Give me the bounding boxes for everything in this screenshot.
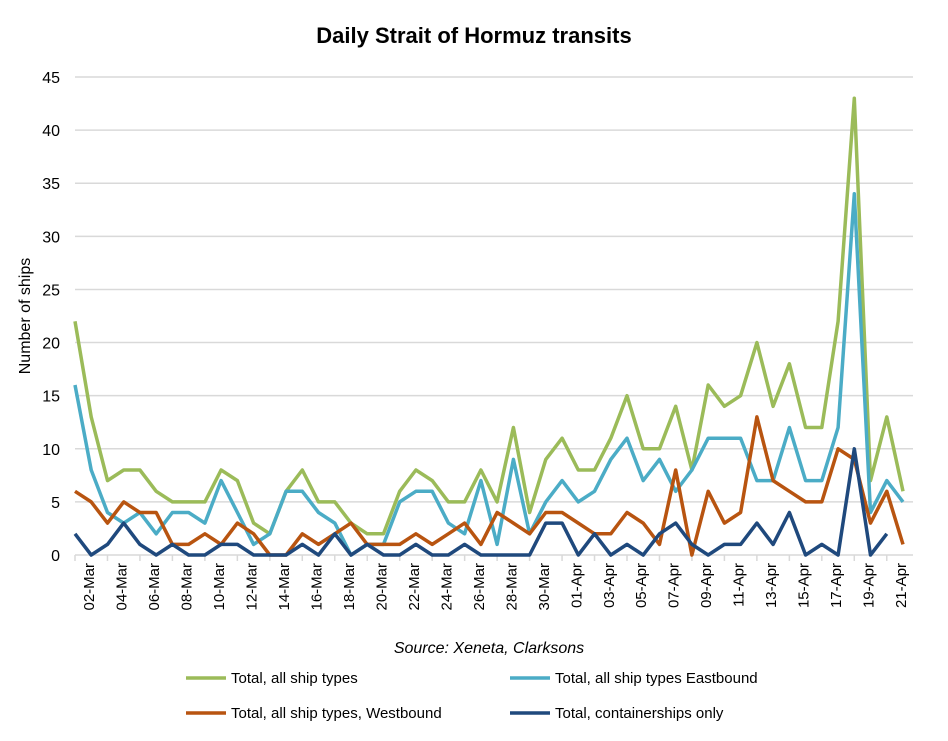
legend-label: Total, all ship types Eastbound <box>555 670 758 687</box>
legend-label: Total, all ship types <box>231 670 358 687</box>
y-axis-label: Number of ships <box>17 258 34 375</box>
series-line-1 <box>73 192 905 557</box>
y-tick-label: 40 <box>42 123 60 140</box>
source-note: Source: Xeneta, Clarksons <box>394 640 584 657</box>
x-tick-label: 09-Apr <box>698 563 715 608</box>
x-tick-label: 04-Mar <box>114 563 131 611</box>
y-tick-label: 35 <box>42 176 60 193</box>
x-tick-label: 05-Apr <box>633 563 650 608</box>
x-tick-label: 17-Apr <box>828 563 845 608</box>
y-tick-label: 15 <box>42 389 60 406</box>
chart-title: Daily Strait of Hormuz transits <box>316 23 631 48</box>
x-tick-label: 22-Mar <box>406 563 423 611</box>
y-tick-label: 25 <box>42 282 60 299</box>
x-tick-label: 21-Apr <box>893 563 910 608</box>
x-tick-label: 30-Mar <box>536 563 553 611</box>
x-tick-label: 20-Mar <box>373 563 390 611</box>
x-tick-label: 01-Apr <box>568 563 585 608</box>
y-tick-label: 45 <box>42 70 60 87</box>
legend-item-1: Total, all ship types Eastbound <box>510 670 758 687</box>
y-tick-label: 0 <box>51 548 60 565</box>
y-tick-label: 20 <box>42 336 60 353</box>
legend-label: Total, containerships only <box>555 705 724 722</box>
legend-item-0: Total, all ship types <box>186 670 358 687</box>
x-tick-label: 14-Mar <box>276 563 293 611</box>
x-tick-label: 10-Mar <box>211 563 228 611</box>
y-tick-label: 5 <box>51 495 60 512</box>
x-tick-label: 26-Mar <box>471 563 488 611</box>
x-tick-label: 18-Mar <box>341 563 358 611</box>
x-tick-label: 15-Apr <box>796 563 813 608</box>
x-tick-label: 02-Mar <box>81 563 98 611</box>
series-line-2 <box>74 415 905 557</box>
legend-item-2: Total, all ship types, Westbound <box>186 705 442 722</box>
y-tick-label: 30 <box>42 229 60 246</box>
x-tick-label: 19-Apr <box>861 563 878 608</box>
x-tick-label: 11-Apr <box>731 563 748 607</box>
x-tick-label: 07-Apr <box>666 563 683 608</box>
x-tick-label: 24-Mar <box>438 563 455 611</box>
x-tick-label: 13-Apr <box>763 563 780 608</box>
x-tick-label: 12-Mar <box>244 563 261 611</box>
y-tick-label: 10 <box>42 442 60 459</box>
legend-label: Total, all ship types, Westbound <box>231 705 442 722</box>
legend-item-3: Total, containerships only <box>510 705 724 722</box>
x-tick-label: 16-Mar <box>309 563 326 611</box>
x-tick-label: 03-Apr <box>601 563 618 608</box>
series-line-0 <box>73 96 905 536</box>
x-tick-label: 08-Mar <box>179 563 196 611</box>
x-tick-label: 06-Mar <box>146 563 163 611</box>
x-tick-label: 28-Mar <box>503 563 520 611</box>
